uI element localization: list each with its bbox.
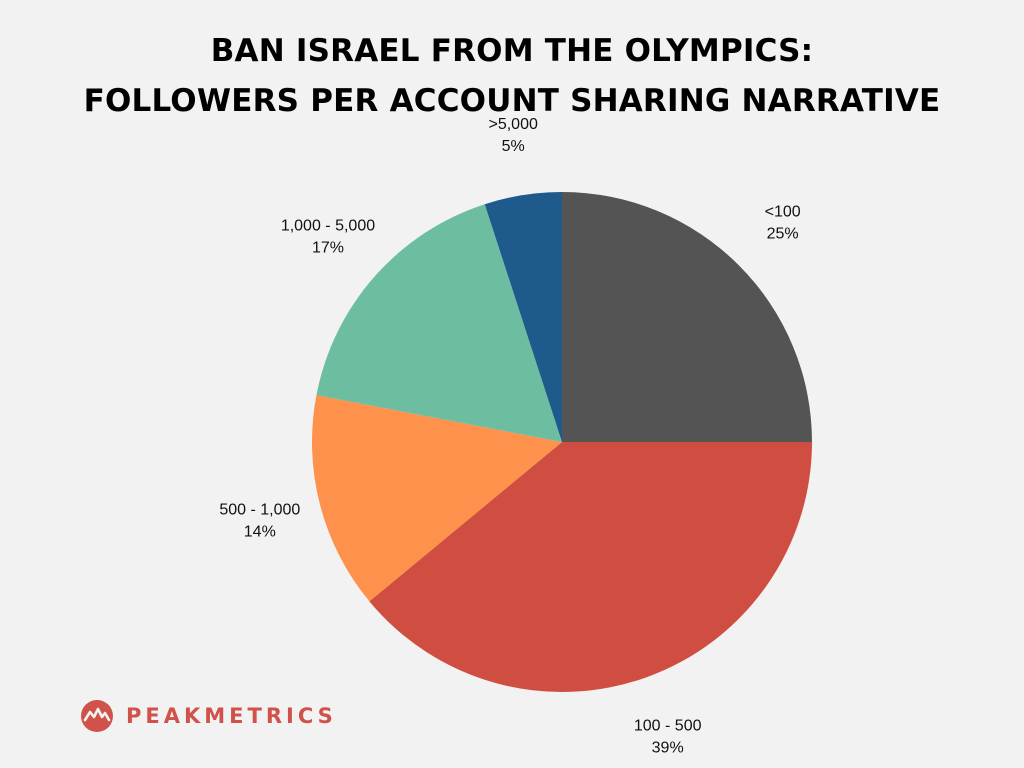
- pie-label-percent: 17%: [312, 240, 344, 257]
- brand-name: PEAKMETRICS: [126, 704, 337, 728]
- brand-logo: PEAKMETRICS: [80, 698, 337, 734]
- pie-slice-5-000: [484, 192, 562, 442]
- pie-label-100: <100 25%: [765, 203, 801, 242]
- pie-label-category: 1,000 - 5,000: [281, 218, 375, 235]
- pie-label-1-000-5-000: 1,000 - 5,000 17%: [281, 218, 375, 257]
- pie-slice-100: [562, 192, 812, 442]
- pie-slice-100-500: [369, 442, 812, 693]
- pie-label-category: >5,000: [488, 116, 537, 133]
- pie-slice-1-000-5-000: [316, 204, 562, 442]
- chart-title-line-1: BAN ISRAEL FROM THE OLYMPICS:: [210, 33, 814, 69]
- pie-label-percent: 25%: [767, 225, 799, 242]
- pie-label-category: 500 - 1,000: [219, 502, 300, 519]
- chart-title-line-2: FOLLOWERS PER ACCOUNT SHARING NARRATIVE: [83, 83, 941, 119]
- pie-label-percent: 5%: [502, 138, 525, 155]
- pie-slices: [312, 192, 812, 693]
- pie-label-category: 100 - 500: [634, 718, 702, 735]
- pie-slice-500-1-000: [312, 395, 562, 602]
- peakmetrics-logo-icon: [81, 700, 113, 732]
- chart-title: BAN ISRAEL FROM THE OLYMPICS: FOLLOWERS …: [0, 26, 1024, 126]
- pie-label-500-1-000: 500 - 1,000 14%: [219, 502, 300, 541]
- pie-label-percent: 39%: [652, 740, 684, 757]
- pie-label-category: <100: [765, 203, 801, 220]
- pie-labels: <100 25% 100 - 500 39% 500 - 1,000 14% 1,000 -…: [219, 116, 800, 757]
- pie-label-percent: 14%: [244, 524, 276, 541]
- pie-label-5-000: >5,000 5%: [488, 116, 537, 155]
- pie-label-100-500: 100 - 500 39%: [634, 718, 702, 757]
